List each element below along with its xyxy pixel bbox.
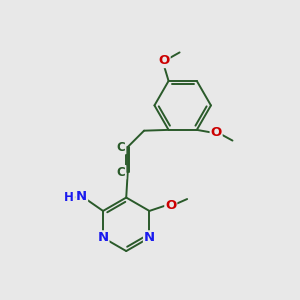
Text: N: N [76, 190, 87, 202]
Text: O: O [211, 126, 222, 139]
Text: C: C [117, 140, 125, 154]
Text: N: N [98, 231, 109, 244]
Text: H: H [64, 191, 74, 204]
Text: O: O [158, 54, 170, 67]
Text: O: O [165, 199, 176, 212]
Text: C: C [117, 166, 125, 179]
Text: N: N [144, 231, 155, 244]
